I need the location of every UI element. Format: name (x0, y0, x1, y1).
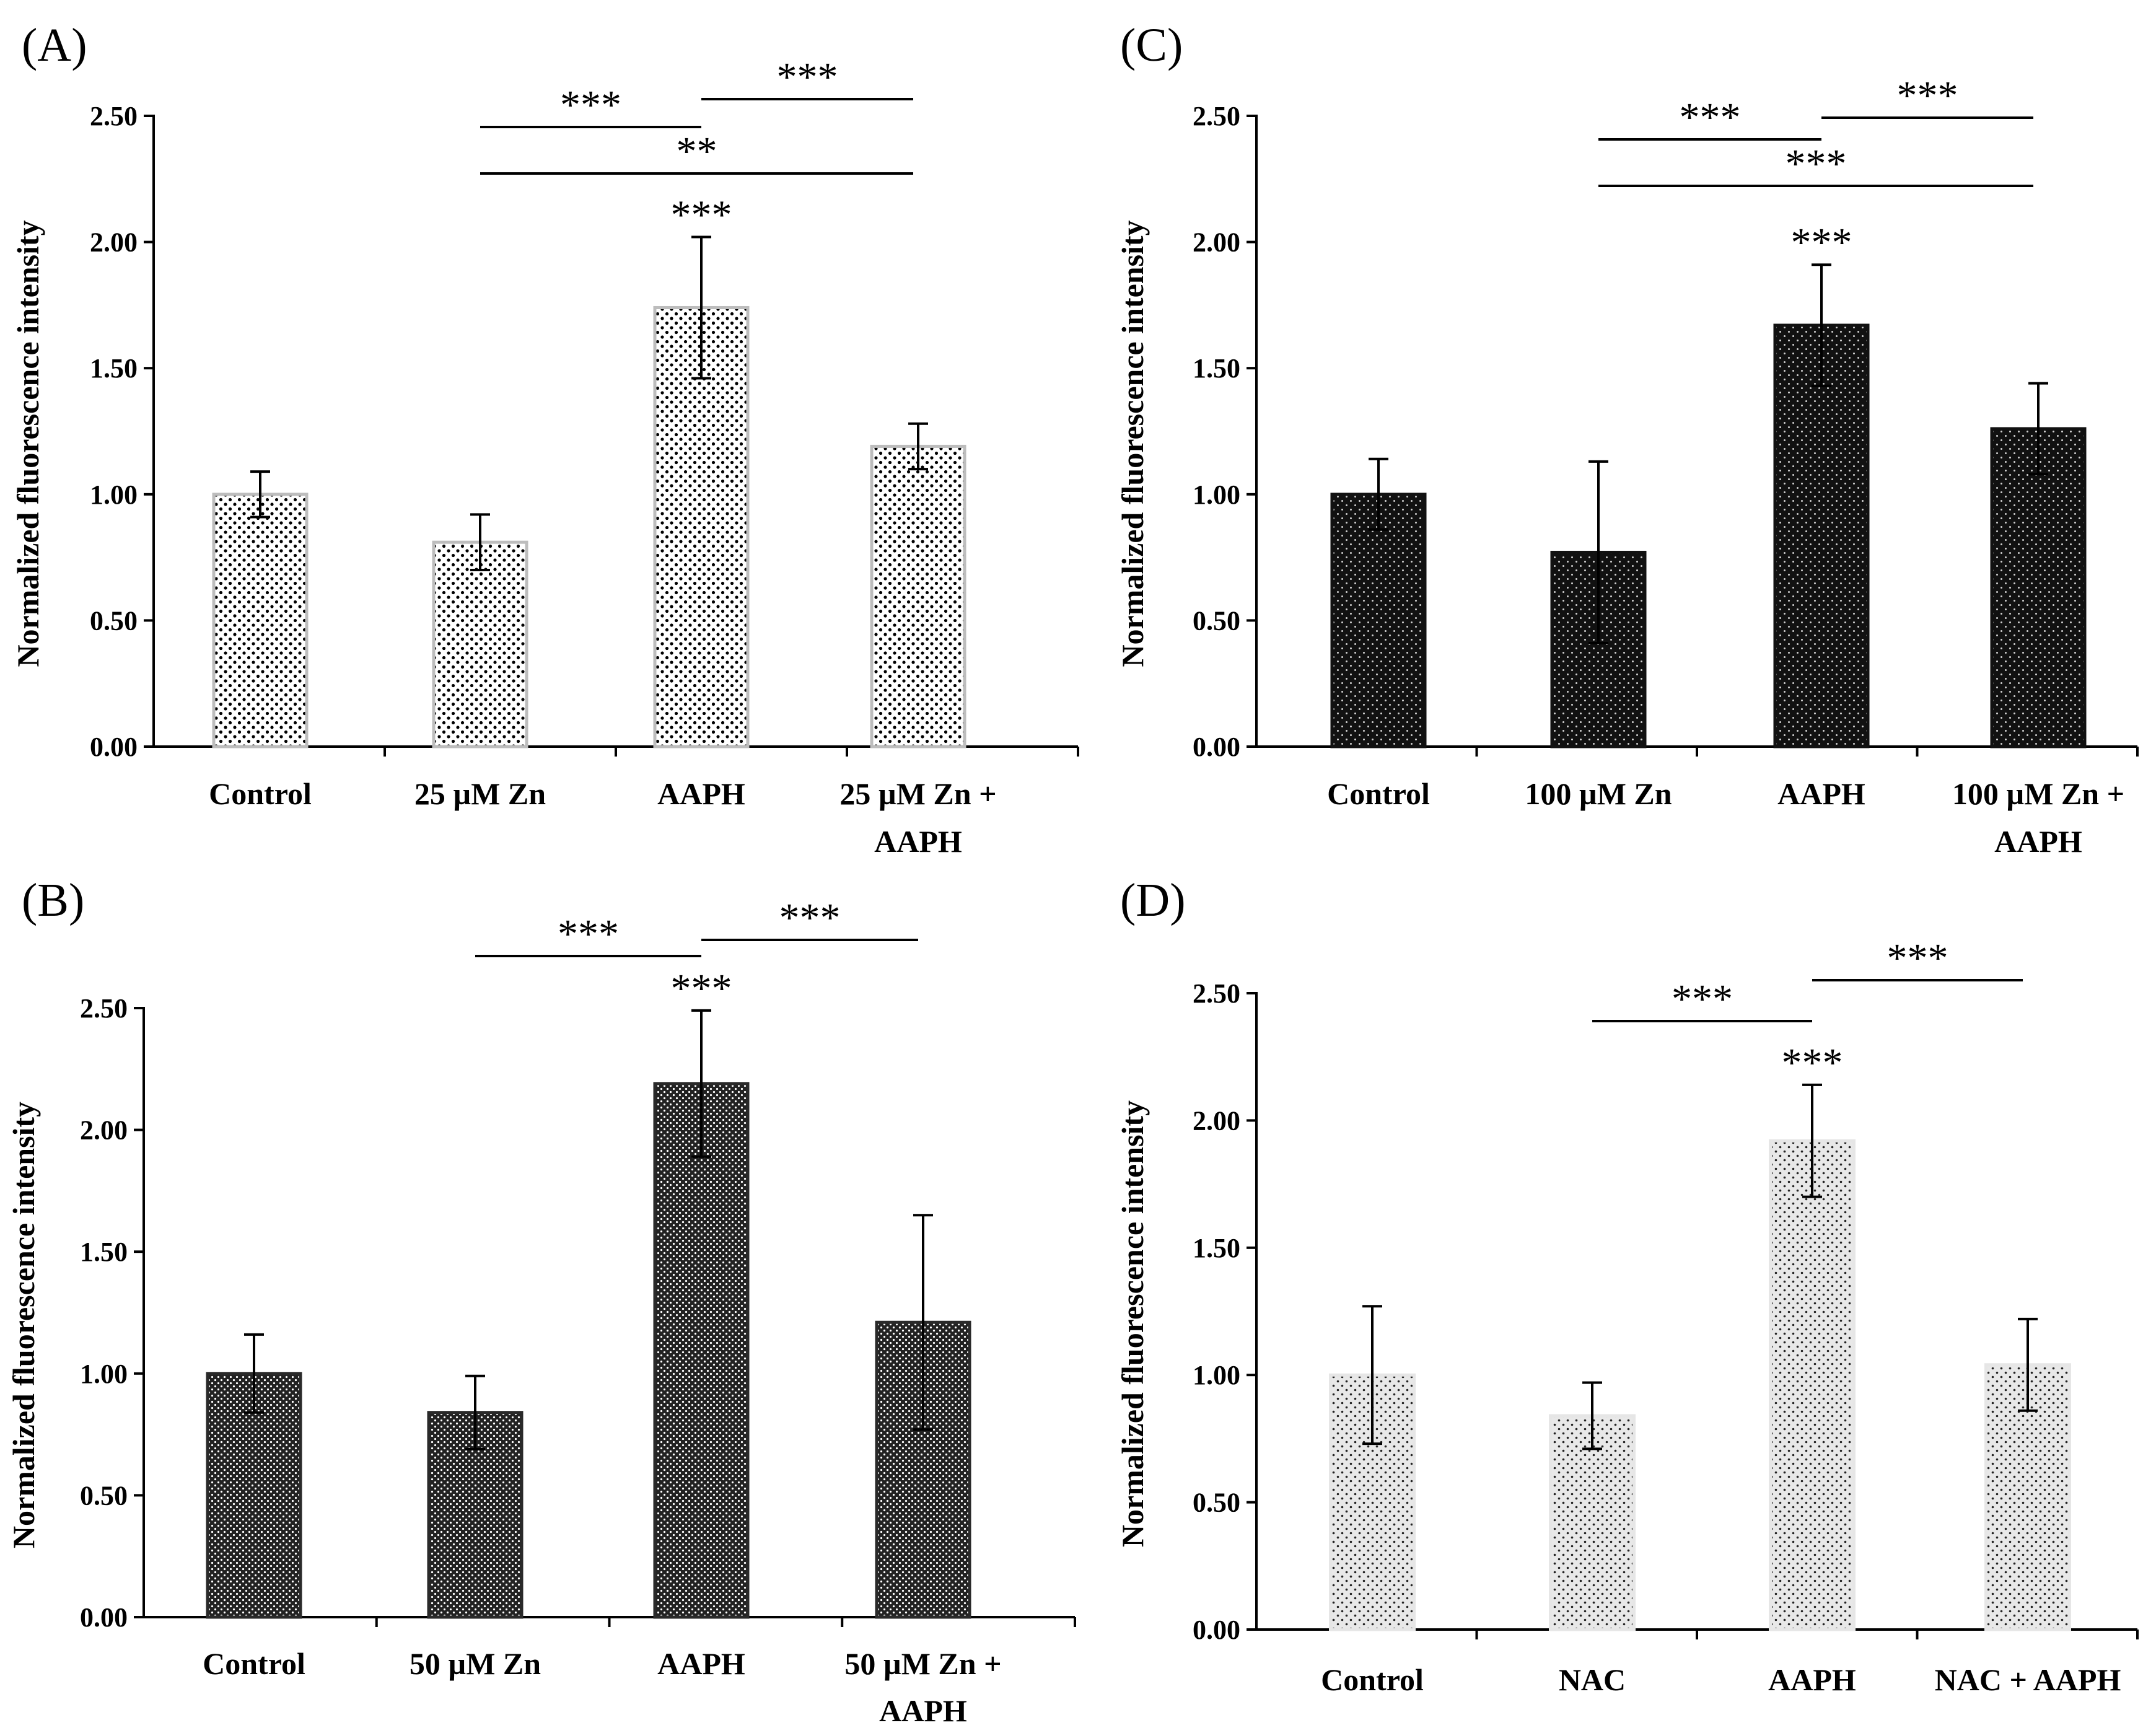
x-category-label: Control (1327, 776, 1430, 811)
x-category-label: 25 µM Zn + (839, 776, 996, 811)
y-tick-label: 0.50 (1193, 605, 1240, 636)
y-axis-label: Normalized fluorescence intensity (6, 1102, 41, 1548)
y-tick-label: 0.50 (90, 605, 138, 636)
y-tick-label: 2.50 (80, 993, 128, 1024)
panel-c: (C) 0.00 0.50 1.00 1.50 2.00 2.50 Normalized fl… (1115, 19, 2139, 859)
y-tick-label: 1.00 (90, 480, 138, 510)
y-tick-label: 2.50 (90, 101, 138, 131)
x-category-label: AAPH (1777, 776, 1865, 811)
panel-label: (B) (22, 874, 84, 926)
comparison-significance: *** (1786, 141, 1847, 186)
y-axis-label: Normalized fluorescence intensity (1115, 1100, 1150, 1547)
panel-a: (A) 0.00 0.50 1.00 1.50 2.00 2.50 Normalized fl… (11, 19, 1079, 859)
x-category-label: Control (1321, 1662, 1424, 1697)
y-tick-label: 0.00 (90, 732, 138, 762)
x-category-label: 100 µM Zn (1525, 776, 1672, 811)
comparison-significance: *** (1672, 976, 1733, 1022)
x-category-label: Control (203, 1646, 305, 1681)
bar (1549, 1414, 1636, 1631)
bar (212, 493, 309, 748)
comparison-significance: ** (677, 129, 717, 174)
y-tick-label: 0.00 (1193, 1615, 1240, 1645)
comparison-significance: *** (1897, 73, 1958, 118)
y-tick-label: 0.50 (80, 1480, 128, 1511)
panel-b: (B) 0.00 0.50 1.00 1.50 2.00 2.50 Normalized fl… (6, 874, 1076, 1728)
y-tick-label: 0.00 (80, 1602, 128, 1633)
bar (1330, 493, 1427, 748)
y-tick-label: 2.50 (1193, 978, 1240, 1009)
bar (1769, 1139, 1856, 1631)
x-category-label: NAC (1559, 1662, 1626, 1697)
y-tick-label: 1.50 (80, 1237, 128, 1267)
comparison-significance: *** (558, 911, 619, 957)
y-tick-label: 2.00 (80, 1115, 128, 1146)
y-tick-label: 2.00 (90, 227, 138, 258)
y-axis-label: Normalized fluorescence intensity (1115, 220, 1150, 667)
y-tick-label: 1.00 (1193, 480, 1240, 510)
x-category-label: AAPH (1994, 824, 2082, 859)
y-axis-label: Normalized fluorescence intensity (11, 220, 45, 667)
x-category-label: 50 µM Zn (410, 1646, 541, 1681)
comparison-significance: *** (560, 82, 621, 128)
bar (870, 444, 966, 748)
y-tick-label: 0.50 (1193, 1488, 1240, 1518)
bar (1990, 427, 2087, 748)
comparison-significance: *** (777, 55, 838, 100)
x-category-label: 50 µM Zn + (844, 1646, 1001, 1681)
comparison-significance: *** (779, 895, 841, 941)
bar (653, 1082, 750, 1619)
y-tick-label: 2.00 (1193, 227, 1240, 258)
y-tick-label: 1.50 (90, 353, 138, 384)
panel-label: (A) (22, 19, 87, 71)
comparison-significance: *** (1680, 95, 1741, 140)
x-category-label: AAPH (657, 1646, 745, 1681)
x-category-label: 100 µM Zn + (1952, 776, 2124, 811)
bar-significance: *** (671, 192, 732, 237)
y-tick-label: 0.00 (1193, 732, 1240, 762)
comparison-significance: *** (1887, 936, 1948, 981)
y-tick-label: 2.50 (1193, 101, 1240, 131)
y-tick-label: 1.50 (1193, 353, 1240, 384)
y-tick-label: 2.00 (1193, 1105, 1240, 1136)
bar-significance: *** (1782, 1040, 1843, 1086)
bar-significance: *** (1791, 220, 1852, 265)
panel-label: (D) (1120, 874, 1186, 926)
x-category-label: NAC + AAPH (1935, 1662, 2121, 1697)
x-category-label: AAPH (657, 776, 745, 811)
x-category-label: Control (209, 776, 312, 811)
bar (432, 540, 528, 748)
panel-label: (C) (1120, 19, 1183, 71)
x-category-label: AAPH (874, 824, 962, 859)
y-tick-label: 1.00 (80, 1359, 128, 1389)
bar (1773, 323, 1870, 748)
bar-significance: *** (671, 966, 732, 1011)
x-category-label: AAPH (1768, 1662, 1856, 1697)
x-category-label: AAPH (879, 1693, 967, 1728)
x-category-label: 25 µM Zn (414, 776, 546, 811)
y-tick-label: 1.50 (1193, 1233, 1240, 1263)
bar (206, 1372, 302, 1619)
panel-d: (D) 0.00 0.50 1.00 1.50 2.00 2.50 Normalized fl… (1115, 874, 2139, 1697)
y-tick-label: 1.00 (1193, 1360, 1240, 1390)
